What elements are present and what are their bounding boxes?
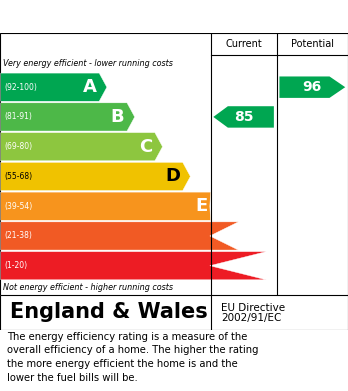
Text: 85: 85 (234, 110, 253, 124)
Text: England & Wales: England & Wales (10, 303, 208, 323)
Text: (69-80): (69-80) (4, 142, 32, 151)
Polygon shape (1, 73, 107, 101)
Text: (55-68): (55-68) (4, 172, 32, 181)
Polygon shape (279, 77, 345, 98)
Polygon shape (1, 222, 238, 250)
Text: G: G (248, 257, 263, 275)
Text: Very energy efficient - lower running costs: Very energy efficient - lower running co… (3, 59, 173, 68)
Text: Current: Current (225, 39, 262, 49)
Polygon shape (1, 252, 266, 280)
Text: Energy Efficiency Rating: Energy Efficiency Rating (10, 9, 239, 27)
Polygon shape (1, 133, 163, 161)
Polygon shape (1, 192, 211, 220)
Text: E: E (196, 197, 208, 215)
Polygon shape (213, 106, 274, 127)
Text: (92-100): (92-100) (4, 83, 37, 91)
Text: C: C (139, 138, 152, 156)
Text: B: B (111, 108, 124, 126)
Text: 2002/91/EC: 2002/91/EC (221, 313, 281, 323)
Text: (1-20): (1-20) (4, 261, 27, 270)
Text: D: D (165, 167, 180, 185)
Text: Not energy efficient - higher running costs: Not energy efficient - higher running co… (3, 283, 174, 292)
Text: A: A (82, 78, 96, 96)
Text: (39-54): (39-54) (4, 202, 32, 211)
Text: Potential: Potential (291, 39, 334, 49)
Polygon shape (1, 162, 190, 190)
Text: 96: 96 (303, 80, 322, 94)
Polygon shape (1, 103, 135, 131)
Text: The energy efficiency rating is a measure of the
overall efficiency of a home. T: The energy efficiency rating is a measur… (7, 332, 259, 383)
Text: F: F (223, 227, 236, 245)
Text: EU Directive: EU Directive (221, 303, 285, 313)
Text: (81-91): (81-91) (4, 113, 32, 122)
Text: (21-38): (21-38) (4, 231, 32, 240)
